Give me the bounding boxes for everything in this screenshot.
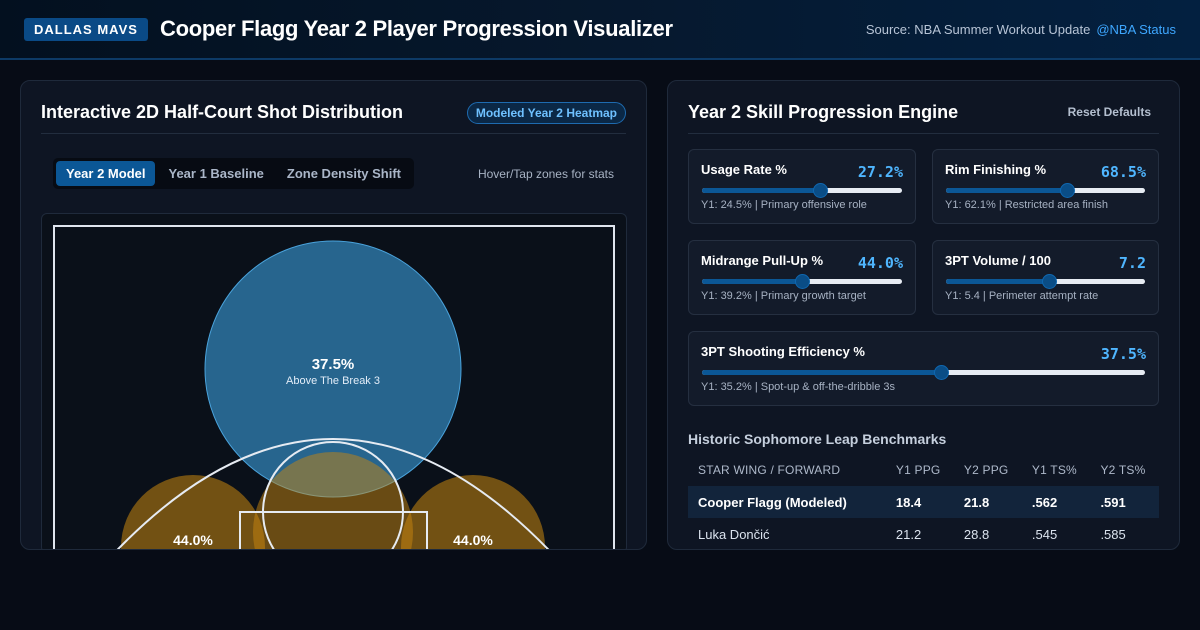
tab-year-1-baseline[interactable]: Year 1 Baseline — [168, 166, 264, 181]
skill-card-usage-rate: Usage Rate % 27.2% Y1: 24.5% | Primary o… — [688, 149, 916, 224]
3pt-volume-slider[interactable] — [946, 274, 1145, 289]
usage-rate-slider[interactable] — [702, 183, 902, 198]
zone-pct-label: 37.5% — [312, 356, 355, 373]
court-boundary — [53, 225, 615, 549]
skill-card-midrange-pull-up: Midrange Pull-Up % 44.0% Y1: 39.2% | Pri… — [688, 240, 916, 315]
half-court: 37.5% Above The Break 3 44.0% 44.0% — [41, 213, 627, 550]
stat-cell: 28.8 — [963, 526, 990, 542]
hover-hint: Hover/Tap zones for stats — [477, 167, 614, 181]
shot-distribution-panel: Interactive 2D Half-Court Shot Distribut… — [20, 80, 647, 550]
stat-cell: 21.8 — [953, 486, 1022, 518]
column-header: Y1 PPG — [895, 463, 941, 477]
skill-note: Y1: 62.1% | Restricted area finish — [945, 199, 1109, 211]
skill-card-3pt-efficiency: 3PT Shooting Efficiency % 37.5% Y1: 35.2… — [688, 331, 1159, 406]
skill-panel-title: Year 2 Skill Progression Engine — [688, 102, 959, 122]
skill-name: Usage Rate % — [701, 162, 787, 177]
stat-cell: .545 — [1031, 526, 1058, 542]
skill-note: Y1: 35.2% | Spot-up & off-the-dribble 3s — [701, 381, 896, 393]
shot-panel-title: Interactive 2D Half-Court Shot Distribut… — [41, 102, 404, 122]
tab-year-2-model[interactable]: Year 2 Model — [56, 161, 156, 186]
app-title: Cooper Flagg Year 2 Player Progression V… — [160, 16, 673, 41]
stat-cell: .585 — [1100, 526, 1126, 542]
stat-cell: 21.2 — [895, 526, 922, 542]
team-badge: DALLAS MAVS — [24, 18, 148, 41]
slider-thumb[interactable] — [1042, 274, 1058, 289]
zone-midrange-right[interactable] — [401, 475, 545, 550]
source-link[interactable]: @NBA Status — [1096, 22, 1176, 37]
slider-fill — [702, 370, 942, 375]
panel-divider — [41, 133, 626, 134]
paint-box — [239, 511, 428, 549]
skill-value: 68.5% — [1100, 163, 1146, 181]
player-name-cell: Cooper Flagg (Modeled) — [688, 486, 886, 518]
benchmarks-title: Historic Sophomore Leap Benchmarks — [688, 431, 947, 447]
midrange-pull-up-slider[interactable] — [702, 274, 902, 289]
source-info: Source: NBA Summer Workout Update @NBA St… — [866, 22, 1176, 37]
skill-note: Y1: 24.5% | Primary offensive role — [701, 199, 867, 211]
3pt-efficiency-slider[interactable] — [702, 365, 1145, 380]
reset-defaults-button[interactable]: Reset Defaults — [1067, 105, 1151, 119]
skill-name: 3PT Shooting Efficiency % — [701, 344, 865, 359]
benchmarks-table: STAR WING / FORWARD Y1 PPG Y2 PPG Y1 TS%… — [688, 454, 1159, 549]
source-label: Source: NBA Summer Workout Update — [865, 22, 1091, 37]
skill-name: Rim Finishing % — [945, 162, 1047, 177]
slider-fill — [946, 188, 1068, 193]
table-row[interactable]: Cooper Flagg (Modeled) 18.4 21.8 .562 .5… — [688, 486, 1159, 518]
skill-note: Y1: 39.2% | Primary growth target — [701, 290, 866, 302]
stat-cell: .591 — [1090, 486, 1159, 518]
stat-cell: 18.4 — [885, 486, 954, 518]
slider-thumb[interactable] — [1060, 183, 1076, 198]
skill-value: 7.2 — [1118, 254, 1146, 272]
view-tabs: Year 2 Model Year 1 Baseline Zone Densit… — [53, 158, 415, 189]
slider-thumb[interactable] — [795, 274, 810, 289]
column-header: STAR WING / FORWARD — [698, 463, 841, 477]
slider-fill — [702, 188, 820, 193]
skill-value: 27.2% — [857, 163, 903, 181]
skill-name: Midrange Pull-Up % — [701, 253, 824, 268]
skill-value: 44.0% — [857, 254, 903, 272]
stat-cell: .562 — [1021, 486, 1091, 518]
table-row[interactable]: Luka Dončić 21.2 28.8 .545 .585 — [688, 518, 1159, 549]
skill-value: 37.5% — [1100, 345, 1146, 363]
zone-pct-label: 44.0% — [453, 532, 493, 548]
slider-fill — [702, 279, 802, 284]
table-header-row: STAR WING / FORWARD Y1 PPG Y2 PPG Y1 TS%… — [688, 454, 1159, 486]
zone-midrange-top[interactable] — [253, 452, 413, 550]
column-header: Y2 TS% — [1100, 463, 1146, 477]
three-point-arc — [116, 438, 550, 549]
skill-note: Y1: 5.4 | Perimeter attempt rate — [945, 290, 1099, 302]
zone-midrange-left[interactable] — [121, 475, 265, 550]
zone-pct-label: 44.0% — [173, 532, 213, 548]
court-svg: 37.5% Above The Break 3 44.0% 44.0% — [53, 225, 615, 550]
player-name-cell: Luka Dončić — [698, 526, 770, 542]
heatmap-badge: Modeled Year 2 Heatmap — [466, 102, 626, 124]
column-header: Y2 PPG — [963, 463, 1009, 477]
panel-divider — [688, 133, 1159, 134]
slider-thumb[interactable] — [934, 365, 950, 380]
skill-card-3pt-volume: 3PT Volume / 100 7.2 Y1: 5.4 | Perimeter… — [932, 240, 1159, 315]
slider-fill — [946, 279, 1050, 284]
zone-name-label: Above The Break 3 — [286, 375, 380, 387]
column-header: Y1 TS% — [1031, 463, 1077, 477]
slider-thumb[interactable] — [813, 183, 828, 198]
app-header: DALLAS MAVS Cooper Flagg Year 2 Player P… — [0, 0, 1200, 60]
skill-engine-panel: Year 2 Skill Progression Engine Reset De… — [667, 80, 1180, 550]
rim-finishing-slider[interactable] — [946, 183, 1145, 198]
skill-card-rim-finishing: Rim Finishing % 68.5% Y1: 62.1% | Restri… — [932, 149, 1159, 224]
skill-name: 3PT Volume / 100 — [945, 253, 1051, 268]
tab-zone-density-shift[interactable]: Zone Density Shift — [286, 166, 402, 181]
